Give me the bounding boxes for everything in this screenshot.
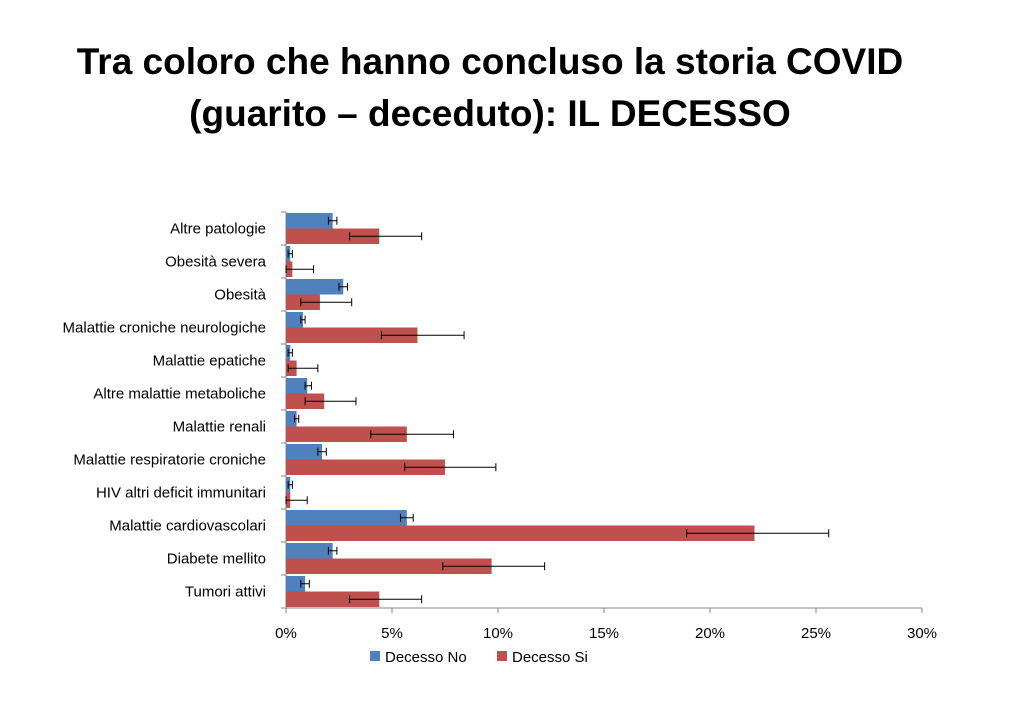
category-label: Obesità severa [165,254,267,271]
category-label: Diabete mellito [167,551,266,568]
category-label: Malattie epatiche [153,353,266,370]
bar-decesso-si [286,426,407,442]
category-label: Obesità [214,287,266,304]
category-label: Tumori attivi [185,584,266,601]
legend-swatch [497,651,507,661]
x-tick-label: 30% [907,625,937,642]
category-label: Malattie cardiovascolari [109,518,266,535]
x-tick-label: 20% [695,625,725,642]
bar-decesso-no [286,510,407,526]
slide-title-line-2: (guarito – deceduto): IL DECESSO [189,93,791,134]
bar-decesso-si [286,327,418,343]
bar-decesso-no [286,444,323,460]
slide-title: Tra coloro che hanno concluso la storia … [0,36,980,140]
bar-decesso-si [286,591,380,607]
category-label: Malattie renali [173,419,266,436]
bar-decesso-si [286,228,380,244]
x-tick-label: 0% [275,625,297,642]
legend-label: Decesso No [385,649,467,666]
bar-decesso-si [286,459,445,475]
bar-decesso-no [286,279,344,295]
category-label: Altre patologie [170,221,266,238]
category-label: Altre malattie metaboliche [93,386,266,403]
bar-decesso-no [286,411,297,427]
bar-decesso-no [286,543,333,559]
legend-label: Decesso Si [512,649,588,666]
x-tick-label: 5% [381,625,403,642]
x-tick-label: 25% [801,625,831,642]
bar-decesso-si [286,525,755,541]
bar-decesso-no [286,213,333,229]
x-tick-label: 10% [483,625,513,642]
category-label: Malattie croniche neurologiche [63,320,266,337]
bar-decesso-no [286,312,303,328]
bar-decesso-no [286,576,306,592]
category-label: Malattie respiratorie croniche [73,452,266,469]
legend-swatch [370,651,380,661]
bar-decesso-si [286,558,492,574]
slide-title-line-1: Tra coloro che hanno concluso la storia … [76,41,904,82]
category-label: HIV altri deficit immunitari [96,485,266,502]
x-tick-label: 15% [589,625,619,642]
bar-decesso-no [286,378,308,394]
